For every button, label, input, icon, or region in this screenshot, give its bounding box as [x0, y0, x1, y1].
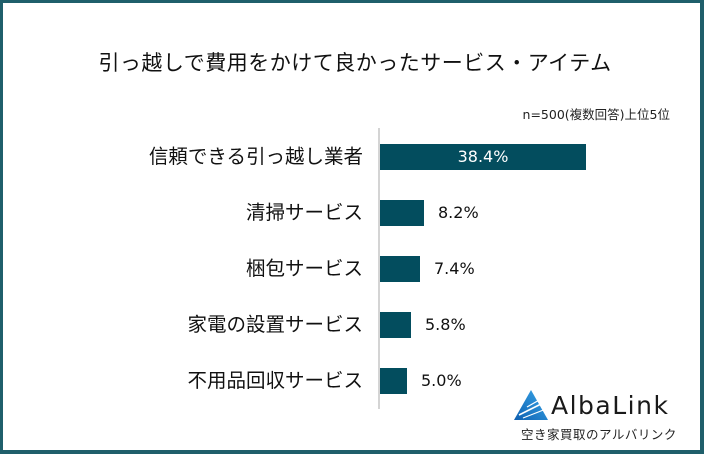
value-label: 5.0%: [421, 371, 462, 390]
value-label: 5.8%: [425, 315, 466, 334]
sample-note: n=500(複数回答)上位5位: [522, 107, 670, 122]
bar-row: 信頼できる引っ越し業者 38.4%: [3, 144, 704, 170]
logo-tagline: 空き家買取のアルバリンク: [521, 427, 677, 442]
triangle-logo-icon: [514, 390, 548, 420]
y-axis-line: [378, 128, 380, 409]
bar-row: 清掃サービス 8.2%: [3, 200, 704, 226]
logo-name: AlbaLink: [551, 391, 670, 420]
bar-row: 梱包サービス 7.4%: [3, 256, 704, 282]
albalink-logo: AlbaLink 空き家買取のアルバリンク: [513, 389, 693, 445]
bar: [380, 368, 407, 394]
chart-title: 引っ越しで費用をかけて良かったサービス・アイテム: [98, 51, 612, 75]
category-label: 家電の設置サービス: [187, 313, 363, 336]
value-label: 8.2%: [438, 203, 479, 222]
bar-row: 不用品回収サービス 5.0%: [3, 368, 704, 394]
category-label: 不用品回収サービス: [187, 369, 363, 392]
value-label: 38.4%: [457, 147, 509, 166]
category-label: 信頼できる引っ越し業者: [148, 145, 363, 168]
category-label: 梱包サービス: [245, 257, 363, 280]
value-label: 7.4%: [434, 259, 475, 278]
bar: [380, 256, 420, 282]
bar: [380, 312, 411, 338]
category-label: 清掃サービス: [245, 201, 363, 224]
bar: [380, 200, 424, 226]
bar-row: 家電の設置サービス 5.8%: [3, 312, 704, 338]
bar: [380, 144, 586, 170]
